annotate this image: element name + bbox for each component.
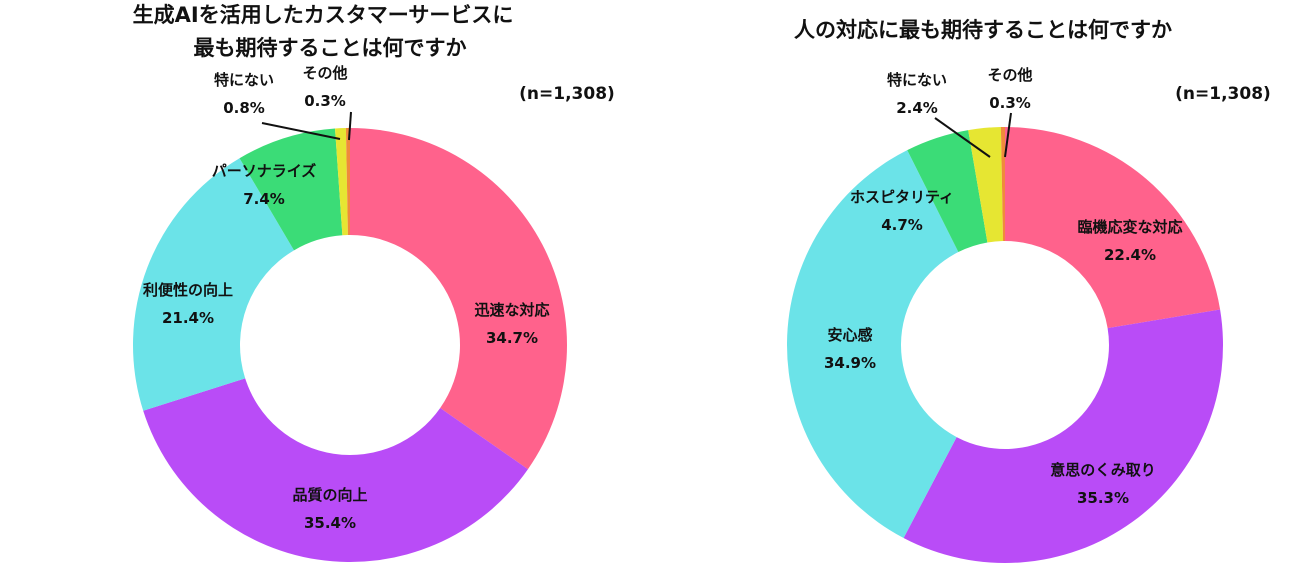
chart-right-slice-3: [907, 130, 988, 253]
chart-left-slice-5-value-label: 0.3%: [304, 92, 346, 110]
chart-left-slice-3-name-label: パーソナライズ: [212, 162, 317, 180]
chart-left-title-line-1: 生成AIを活用したカスタマーサービスに: [133, 3, 514, 27]
chart-right-slice-4: [968, 127, 1004, 243]
chart-left-slice-4-leader-line: [261, 122, 341, 140]
chart-right-slice-5-name-label: その他: [987, 66, 1032, 84]
chart-left: 生成AIを活用したカスタマーサービスに 最も期待することは何ですか (n=1,3…: [132, 3, 615, 563]
chart-left-slice-4-name-label: 特にない: [214, 71, 274, 89]
chart-right-slice-4-leader-line: [934, 117, 991, 158]
chart-right-slice-2-value-label: 34.9%: [824, 354, 876, 372]
chart-left-slice-3: [239, 128, 343, 251]
chart-left-slice-1-name-label: 品質の向上: [292, 486, 367, 504]
chart-right-slice-3-name-label: ホスピタリティ: [850, 188, 954, 206]
chart-left-n-label: (n=1,308): [519, 84, 615, 104]
chart-right-leader-lines: [934, 112, 1012, 158]
chart-right-slice-3-value-label: 4.7%: [881, 216, 923, 234]
chart-left-slice-5-leader-line: [348, 111, 352, 141]
chart-left-slice-4-value-label: 0.8%: [223, 99, 265, 117]
chart-left-slice-1: [143, 378, 528, 563]
chart-right-slice-0: [1005, 127, 1221, 329]
chart-left-slice-3-value-label: 7.4%: [243, 190, 285, 208]
chart-right-slice-1-value-label: 35.3%: [1077, 489, 1129, 507]
chart-right: 人の対応に最も期待することは何ですか (n=1,308) 臨機応変な対応 22.4…: [787, 18, 1271, 563]
chart-right-slice-5-leader-line: [1004, 112, 1012, 158]
chart-left-slice-5: [345, 128, 350, 236]
chart-left-slices: [132, 128, 568, 563]
chart-left-slice-4: [335, 128, 348, 236]
chart-right-slice-2-name-label: 安心感: [827, 326, 872, 344]
chart-left-slice-2-value-label: 21.4%: [162, 309, 214, 327]
chart-left-slice-0-value-label: 34.7%: [486, 329, 538, 347]
chart-left-leader-lines: [261, 111, 352, 141]
chart-left-slice-2-name-label: 利便性の向上: [143, 281, 233, 299]
chart-right-slice-4-value-label: 2.4%: [896, 99, 938, 117]
chart-right-labels: 臨機応変な対応 22.4% 意思のくみ取り 35.3% 安心感 34.9% ホスピタリティ 4…: [824, 66, 1183, 507]
chart-left-slice-2: [132, 158, 295, 411]
chart-right-slice-0-name-label: 臨機応変な対応: [1077, 218, 1182, 236]
chart-left-slice-0: [350, 128, 568, 470]
chart-right-slices: [787, 127, 1223, 563]
chart-left-title-line-2: 最も期待することは何ですか: [194, 36, 467, 60]
chart-right-slice-5: [1000, 127, 1005, 242]
chart-left-labels: 迅速な対応 34.7% 品質の向上 35.4% 利便性の向上 21.4% パーソナライズ 7.…: [143, 64, 550, 532]
chart-right-slice-0-value-label: 22.4%: [1104, 246, 1156, 264]
chart-right-slice-5-value-label: 0.3%: [989, 94, 1031, 112]
chart-left-slice-5-name-label: その他: [302, 64, 347, 82]
chart-right-slice-2: [787, 150, 959, 538]
chart-left-slice-1-value-label: 35.4%: [304, 514, 356, 532]
chart-right-n-label: (n=1,308): [1175, 84, 1271, 104]
chart-right-slice-1: [903, 309, 1223, 563]
chart-right-title-line-1: 人の対応に最も期待することは何ですか: [794, 18, 1172, 42]
chart-right-slice-1-name-label: 意思のくみ取り: [1050, 461, 1156, 479]
chart-right-slice-4-name-label: 特にない: [887, 71, 947, 89]
chart-left-slice-0-name-label: 迅速な対応: [474, 301, 549, 319]
